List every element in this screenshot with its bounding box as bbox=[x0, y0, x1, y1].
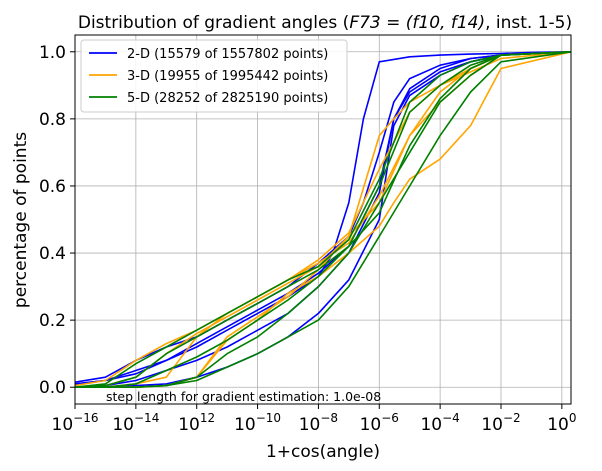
x-tick-label: 1012 bbox=[178, 411, 215, 435]
legend-label: 2-D (15579 of 1557802 points) bbox=[127, 47, 328, 62]
annotation-text: step length for gradient estimation: 1.0… bbox=[106, 389, 381, 404]
x-tick-label: 10−10 bbox=[234, 411, 281, 435]
series-line bbox=[74, 51, 572, 385]
series-group bbox=[74, 51, 572, 389]
y-axis-label: percentage of points bbox=[11, 132, 31, 308]
legend: 2-D (15579 of 1557802 points) 3-D (19955 … bbox=[80, 39, 348, 113]
series-line bbox=[74, 51, 572, 387]
y-tick-label: 0.4 bbox=[39, 244, 66, 264]
y-tick-label: 0.2 bbox=[39, 311, 66, 331]
series-line bbox=[75, 51, 572, 389]
x-tick-label: 10−14 bbox=[112, 411, 159, 435]
y-tick-label: 0.6 bbox=[39, 177, 66, 197]
y-tick-label: 0.0 bbox=[39, 378, 66, 398]
legend-box bbox=[80, 39, 348, 113]
x-axis-label: 1+cos(angle) bbox=[266, 442, 380, 462]
legend-label: 5-D (28252 of 2825190 points) bbox=[127, 91, 328, 106]
series-line bbox=[74, 51, 572, 388]
series-line bbox=[74, 51, 572, 388]
y-tick-label: 0.8 bbox=[39, 110, 66, 130]
y-axis: 0.0 0.2 0.4 0.6 0.8 1.0 bbox=[39, 43, 75, 398]
y-tick-label: 1.0 bbox=[39, 43, 66, 63]
x-tick-label: 10−6 bbox=[360, 411, 399, 435]
chart-title-math: F73 = (f10, f14) bbox=[349, 13, 485, 33]
x-tick-label: 10−16 bbox=[52, 411, 99, 435]
chart-title-prefix: Distribution of gradient angles ( bbox=[78, 13, 349, 33]
x-tick-label: 100 bbox=[547, 411, 576, 435]
x-tick-label: 10−2 bbox=[481, 411, 520, 435]
legend-label: 3-D (19955 of 1995442 points) bbox=[127, 69, 328, 84]
series-line bbox=[75, 51, 572, 389]
series-line bbox=[75, 51, 572, 389]
x-axis: 10−16 10−14 1012 10−10 10−8 10−6 10−4 10−2 100 bbox=[52, 404, 576, 435]
chart-title: Distribution of gradient angles (F73 = (… bbox=[78, 13, 572, 33]
x-tick-label: 10−4 bbox=[420, 411, 459, 435]
chart-title-suffix: , inst. 1-5) bbox=[485, 13, 572, 33]
plot-frame bbox=[74, 34, 572, 405]
x-tick-label: 10−8 bbox=[299, 411, 338, 435]
